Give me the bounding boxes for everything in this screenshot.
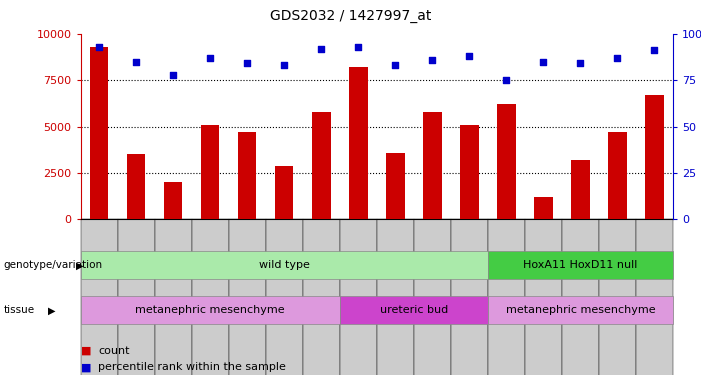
- Point: [205, 55, 216, 61]
- Text: metanephric mesenchyme: metanephric mesenchyme: [135, 305, 285, 315]
- Bar: [608, 132, 627, 219]
- Bar: [238, 132, 257, 219]
- Point: [501, 77, 512, 83]
- Bar: [599, 219, 636, 375]
- Bar: [534, 197, 552, 219]
- Bar: [377, 219, 414, 375]
- Text: GDS2032 / 1427997_at: GDS2032 / 1427997_at: [270, 9, 431, 23]
- Bar: [229, 219, 266, 375]
- Point: [538, 58, 549, 64]
- Text: HoxA11 HoxD11 null: HoxA11 HoxD11 null: [523, 260, 638, 270]
- Bar: [155, 219, 191, 375]
- Bar: [423, 112, 442, 219]
- Point: [278, 62, 290, 68]
- Point: [168, 72, 179, 78]
- Text: percentile rank within the sample: percentile rank within the sample: [98, 363, 286, 372]
- Bar: [349, 67, 367, 219]
- Bar: [312, 112, 330, 219]
- Bar: [497, 104, 516, 219]
- Point: [93, 44, 104, 50]
- Text: ureteric bud: ureteric bud: [380, 305, 448, 315]
- Text: ▶: ▶: [76, 260, 83, 270]
- Bar: [201, 125, 219, 219]
- Text: count: count: [98, 346, 130, 355]
- Bar: [645, 95, 664, 219]
- Bar: [164, 182, 182, 219]
- Text: ■: ■: [81, 346, 91, 355]
- Bar: [414, 219, 451, 375]
- Point: [427, 57, 438, 63]
- Bar: [118, 219, 155, 375]
- Bar: [81, 219, 118, 375]
- Bar: [275, 165, 294, 219]
- Point: [130, 58, 142, 64]
- Point: [464, 53, 475, 59]
- Bar: [571, 160, 590, 219]
- Bar: [303, 219, 340, 375]
- Bar: [636, 219, 673, 375]
- Text: wild type: wild type: [259, 260, 310, 270]
- Text: tissue: tissue: [4, 305, 34, 315]
- Bar: [525, 219, 562, 375]
- Point: [242, 60, 253, 66]
- Bar: [451, 219, 488, 375]
- Text: ▶: ▶: [48, 305, 55, 315]
- Bar: [386, 153, 404, 219]
- Point: [612, 55, 623, 61]
- Point: [353, 44, 364, 50]
- Bar: [191, 219, 229, 375]
- Text: ■: ■: [81, 363, 91, 372]
- Bar: [266, 219, 303, 375]
- Point: [315, 46, 327, 52]
- Bar: [127, 154, 145, 219]
- Bar: [488, 219, 525, 375]
- Bar: [562, 219, 599, 375]
- Bar: [90, 47, 109, 219]
- Point: [390, 62, 401, 68]
- Bar: [340, 219, 377, 375]
- Point: [649, 48, 660, 54]
- Text: genotype/variation: genotype/variation: [4, 260, 102, 270]
- Text: metanephric mesenchyme: metanephric mesenchyme: [505, 305, 655, 315]
- Bar: [460, 125, 479, 219]
- Point: [575, 60, 586, 66]
